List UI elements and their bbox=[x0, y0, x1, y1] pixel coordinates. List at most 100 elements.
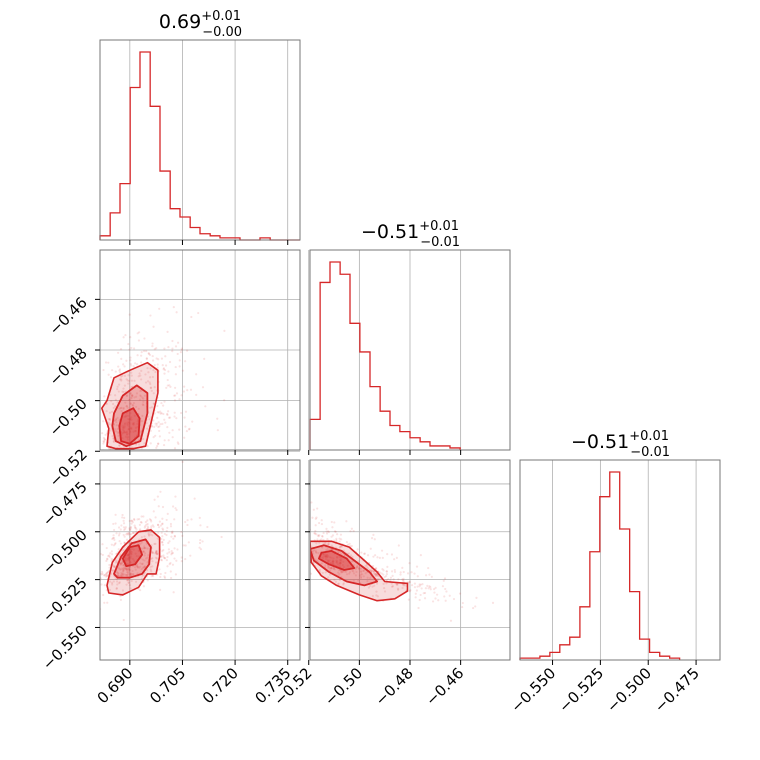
sample-point bbox=[128, 421, 131, 425]
sample-point bbox=[106, 601, 109, 604]
sample-point bbox=[132, 573, 135, 576]
hist-grid-p1 bbox=[129, 40, 289, 240]
sample-point bbox=[140, 515, 143, 518]
sample-point bbox=[178, 365, 181, 368]
sample-point bbox=[306, 545, 308, 547]
sample-point bbox=[121, 561, 124, 565]
sample-point bbox=[166, 512, 169, 515]
histogram-p3 bbox=[519, 471, 681, 660]
sample-point bbox=[184, 520, 187, 524]
sample-point bbox=[151, 524, 154, 527]
sample-point bbox=[170, 552, 174, 555]
sample-point bbox=[145, 357, 148, 361]
sample-point bbox=[115, 559, 118, 562]
sample-point bbox=[134, 362, 137, 365]
sample-point bbox=[130, 550, 133, 554]
sample-point bbox=[142, 461, 144, 463]
sample-point bbox=[433, 588, 436, 591]
sample-point bbox=[355, 565, 359, 569]
sample-point bbox=[184, 557, 187, 561]
sample-point bbox=[162, 412, 165, 416]
sample-point bbox=[143, 552, 147, 555]
sample-point bbox=[160, 401, 163, 405]
sample-point bbox=[147, 371, 150, 374]
sample-point bbox=[115, 421, 118, 424]
sample-point bbox=[297, 543, 299, 545]
sample-point bbox=[140, 464, 142, 466]
sample-point bbox=[374, 573, 377, 576]
sample-point bbox=[119, 347, 123, 351]
sample-point bbox=[140, 420, 144, 423]
sample-point bbox=[167, 416, 171, 419]
sample-point bbox=[321, 557, 325, 560]
sample-point bbox=[118, 453, 120, 455]
sample-point bbox=[174, 495, 177, 498]
sample-point bbox=[366, 567, 370, 570]
sample-point bbox=[113, 565, 116, 568]
sample-point bbox=[129, 572, 133, 575]
sample-point bbox=[342, 570, 345, 573]
sample-point bbox=[303, 547, 305, 549]
sample-point bbox=[304, 533, 306, 535]
sample-point bbox=[122, 429, 126, 432]
sample-point bbox=[378, 556, 381, 559]
sample-point bbox=[415, 589, 418, 592]
sample-point bbox=[124, 558, 127, 562]
sample-point bbox=[129, 550, 133, 553]
sample-point bbox=[223, 329, 226, 332]
sample-point bbox=[131, 394, 134, 397]
sample-point bbox=[414, 592, 417, 595]
sample-point bbox=[117, 434, 120, 437]
sample-point bbox=[125, 431, 128, 434]
sample-point bbox=[143, 535, 146, 538]
sample-point bbox=[294, 519, 296, 521]
sample-point bbox=[153, 425, 156, 428]
sample-point bbox=[338, 561, 341, 564]
sample-point bbox=[327, 530, 331, 534]
sample-point bbox=[306, 534, 308, 536]
sample-point bbox=[163, 575, 166, 578]
sample-point bbox=[390, 570, 394, 573]
sample-point bbox=[140, 521, 143, 524]
sample-point bbox=[216, 429, 219, 432]
sample-point bbox=[336, 556, 339, 559]
sample-point bbox=[410, 584, 414, 587]
sample-point bbox=[113, 565, 116, 568]
sample-point bbox=[369, 577, 372, 580]
sample-point bbox=[107, 421, 110, 424]
sample-point bbox=[198, 546, 201, 549]
sample-point bbox=[124, 452, 126, 454]
sample-point bbox=[325, 553, 328, 557]
sample-point bbox=[302, 522, 304, 524]
sample-point bbox=[436, 593, 439, 596]
sample-point bbox=[391, 574, 394, 578]
sample-point bbox=[322, 531, 325, 535]
sample-point bbox=[169, 561, 172, 565]
sample-point bbox=[151, 551, 154, 555]
sample-point bbox=[190, 518, 193, 521]
sample-point bbox=[127, 581, 130, 584]
sample-point bbox=[141, 414, 144, 417]
sample-point bbox=[154, 561, 158, 564]
sample-point bbox=[149, 565, 152, 569]
sample-point bbox=[131, 573, 134, 576]
sample-point bbox=[120, 567, 123, 570]
contour-level-3 bbox=[121, 544, 144, 568]
sample-point bbox=[88, 581, 90, 583]
sample-point bbox=[324, 564, 327, 567]
sample-point bbox=[124, 422, 127, 425]
sample-point bbox=[302, 546, 304, 548]
sample-point bbox=[144, 565, 147, 568]
sample-point bbox=[146, 380, 150, 383]
sample-point bbox=[434, 586, 437, 589]
sample-point bbox=[132, 402, 136, 405]
sample-point bbox=[374, 554, 377, 557]
sample-point bbox=[152, 325, 155, 328]
sample-point bbox=[187, 428, 191, 431]
sample-point bbox=[337, 582, 340, 586]
sample-point bbox=[142, 550, 145, 553]
sample-point bbox=[136, 332, 139, 335]
sample-point bbox=[140, 567, 143, 571]
sample-point bbox=[321, 571, 324, 575]
sample-point bbox=[169, 385, 172, 388]
